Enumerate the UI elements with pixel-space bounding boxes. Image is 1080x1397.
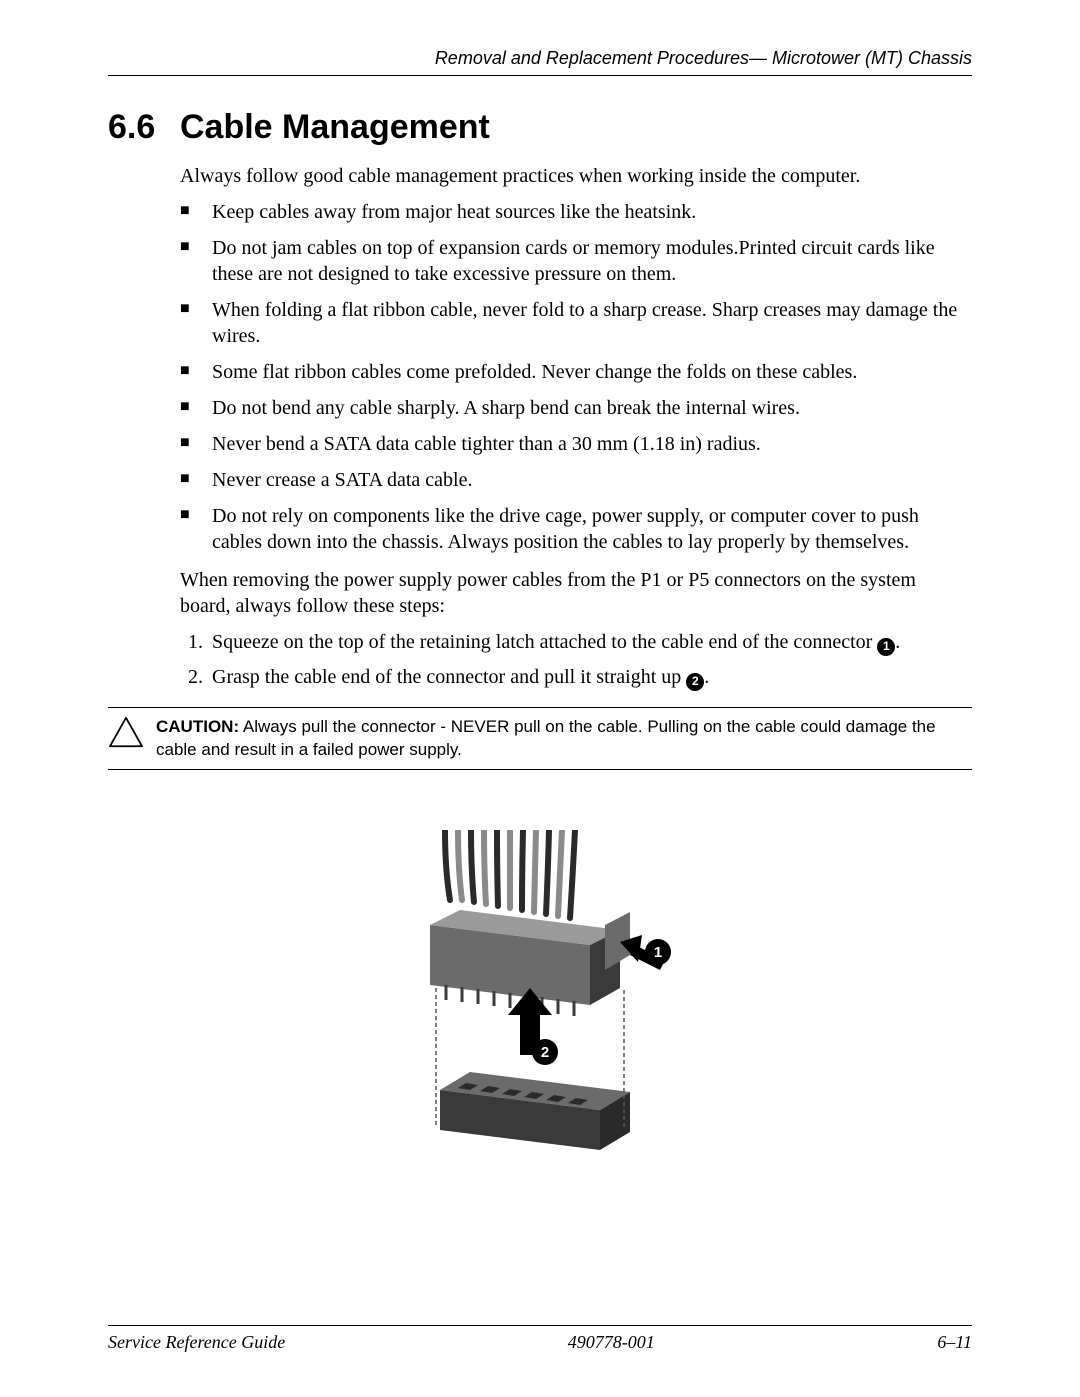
caution-text: CAUTION: Always pull the connector - NEV… [156, 716, 972, 762]
caution-label: CAUTION: [156, 717, 239, 736]
footer-center: 490778-001 [568, 1332, 655, 1353]
followup-paragraph: When removing the power supply power cab… [180, 567, 964, 619]
ordered-steps: Squeeze on the top of the retaining latc… [180, 629, 964, 691]
step-text: Squeeze on the top of the retaining latc… [212, 631, 877, 653]
list-item: When folding a flat ribbon cable, never … [180, 297, 964, 349]
footer-rule [108, 1325, 972, 1326]
step-text-after: . [895, 631, 900, 653]
list-item: Do not bend any cable sharply. A sharp b… [180, 395, 964, 421]
step-text-after: . [704, 666, 709, 688]
bullet-list: Keep cables away from major heat sources… [180, 199, 964, 555]
caution-body: Always pull the connector - NEVER pull o… [156, 717, 936, 759]
list-item: Do not jam cables on top of expansion ca… [180, 235, 964, 287]
header-rule [108, 75, 972, 76]
step-text: Grasp the cable end of the connector and… [212, 666, 686, 688]
step-item: Grasp the cable end of the connector and… [208, 664, 964, 691]
list-item: Keep cables away from major heat sources… [180, 199, 964, 225]
list-item: Some flat ribbon cables come prefolded. … [180, 359, 964, 385]
section-heading: 6.6Cable Management [108, 108, 972, 147]
figure: 2 1 [108, 830, 972, 1180]
figure-callout-2: 2 [541, 1044, 549, 1061]
page-footer: Service Reference Guide 490778-001 6–11 [108, 1325, 972, 1353]
intro-paragraph: Always follow good cable management prac… [180, 163, 964, 189]
caution-triangle-icon [108, 716, 144, 748]
page: Removal and Replacement Procedures— Micr… [0, 0, 1080, 1397]
step-marker-icon: 2 [686, 673, 704, 691]
list-item: Never crease a SATA data cable. [180, 467, 964, 493]
footer-right: 6–11 [937, 1332, 972, 1353]
step-item: Squeeze on the top of the retaining latc… [208, 629, 964, 656]
caution-top-rule [108, 707, 972, 708]
section-title-text: Cable Management [180, 108, 490, 146]
caution-block: CAUTION: Always pull the connector - NEV… [108, 714, 972, 766]
step-marker-icon: 1 [877, 638, 895, 656]
figure-callout-1: 1 [654, 944, 662, 961]
footer-row: Service Reference Guide 490778-001 6–11 [108, 1332, 972, 1353]
caution-bottom-rule [108, 769, 972, 770]
running-header: Removal and Replacement Procedures— Micr… [108, 48, 972, 69]
connector-illustration: 2 1 [380, 830, 700, 1180]
section-number: 6.6 [108, 108, 180, 147]
footer-left: Service Reference Guide [108, 1332, 285, 1353]
list-item: Never bend a SATA data cable tighter tha… [180, 431, 964, 457]
section-body: Always follow good cable management prac… [180, 163, 964, 691]
list-item: Do not rely on components like the drive… [180, 503, 964, 555]
